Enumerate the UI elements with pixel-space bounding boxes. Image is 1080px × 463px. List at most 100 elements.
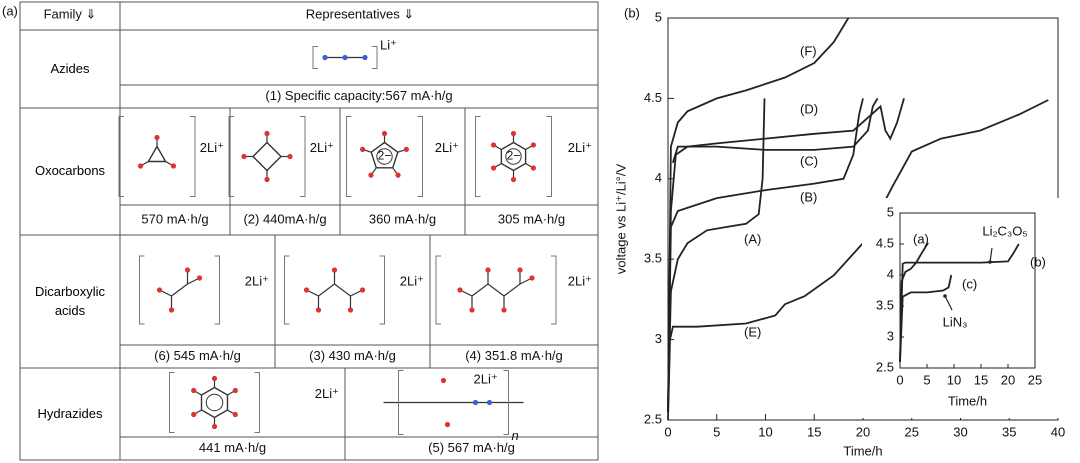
bracket (118, 116, 124, 197)
annotation-arrow (944, 295, 953, 311)
y-tick-label: 4 (887, 266, 894, 281)
counter-ion: 2Li⁺ (474, 371, 498, 386)
counter-ion: 2Li⁺ (400, 273, 424, 288)
atom (137, 163, 144, 169)
bracket (139, 255, 145, 325)
curve-label: (F) (800, 43, 817, 58)
data-line (899, 243, 1020, 362)
bond (318, 283, 335, 297)
bracket (398, 370, 404, 435)
capacity: 441 mA·h/g (199, 440, 266, 455)
bracket (228, 116, 234, 197)
bracket (190, 116, 196, 197)
x-tick-label: 30 (953, 424, 967, 439)
x-tick-label: 20 (1001, 372, 1015, 387)
atom (485, 267, 491, 273)
family-cell: Azides (50, 60, 90, 76)
family-cell-box: Azides (50, 60, 90, 76)
bracket (503, 370, 509, 435)
counter-ion: 2Li⁺ (568, 273, 592, 288)
atom (232, 387, 238, 394)
atom (510, 130, 517, 137)
bond (487, 283, 505, 297)
bracket (254, 372, 260, 433)
atom (444, 421, 451, 428)
x-tick-label: 15 (974, 372, 988, 387)
atom (510, 176, 517, 183)
atom (264, 176, 270, 183)
atom (530, 142, 537, 148)
bracket (475, 116, 481, 197)
bracket (214, 255, 220, 325)
atom (196, 275, 203, 281)
capacity: (3) 430 mA·h/g (309, 348, 396, 363)
y-tick-label: 5 (887, 204, 894, 219)
bond (471, 283, 489, 297)
atom (191, 387, 197, 394)
atom (156, 287, 163, 293)
atom (486, 399, 493, 406)
family-cell: Oxocarbons (34, 163, 106, 179)
bracket (372, 46, 378, 69)
x-tick-label: 15 (807, 424, 821, 439)
atom (322, 54, 328, 61)
curve-label: (c) (962, 276, 977, 291)
atom (191, 411, 197, 418)
data-line (667, 17, 850, 413)
arrow-head (988, 260, 992, 264)
atom (232, 411, 238, 418)
atom (368, 172, 374, 178)
y-tick-label: 2.5 (644, 411, 662, 426)
atom (381, 130, 388, 137)
ring-center (505, 148, 522, 165)
inset-background (862, 198, 1074, 418)
annotation-arrow (989, 247, 993, 263)
atom (170, 163, 177, 169)
data-line (667, 98, 864, 413)
atom (530, 165, 537, 171)
bracket (417, 116, 423, 197)
x-tick-label: 40 (1051, 424, 1065, 439)
y-tick-label: 3 (887, 328, 894, 343)
ring (252, 141, 282, 172)
atom (303, 287, 310, 293)
bond (171, 283, 188, 297)
header-cell: Representatives ⇓ (306, 6, 414, 21)
x-tick-label: 25 (1028, 372, 1042, 387)
y-tick-label: 3.5 (644, 251, 662, 266)
ring-charge: 2− (378, 149, 392, 163)
atom (362, 54, 368, 61)
header-cell: Family ⇓ (44, 6, 97, 21)
counter-ion: 2Li⁺ (315, 386, 339, 401)
x-axis-title: Time/h (843, 443, 882, 458)
table-body: Azides Li⁺ (1) Specific capacity:567 mA·h/… (20, 37, 598, 461)
y-axis-title: voltage vs Li⁺/Li°/V (613, 164, 628, 275)
y-tick-label: 4.5 (644, 90, 662, 105)
bracket (346, 116, 352, 197)
atom (360, 146, 366, 152)
x-tick-label: 5 (713, 424, 720, 439)
atom (490, 142, 497, 148)
atom (529, 275, 535, 281)
capacity: (5) 567 mA·h/g (428, 440, 515, 455)
family-cell-box: Hydrazides (37, 406, 102, 421)
y-tick-label: 5 (655, 9, 662, 24)
y-tick-label: 4 (655, 170, 662, 185)
bracket (300, 116, 306, 197)
repeat-subscript: n (512, 428, 519, 443)
data-line (667, 99, 1049, 421)
atom (168, 307, 175, 313)
x-tick-label: 0 (664, 424, 671, 439)
data-line (667, 98, 905, 413)
capacity: (6) 545 mA·h/g (154, 348, 241, 363)
counter-ion: 2Li⁺ (310, 140, 334, 155)
atom (331, 267, 338, 273)
annotation: LiN₃ (943, 314, 968, 329)
atom (347, 307, 354, 313)
capacity: 305 mA·h/g (498, 211, 565, 226)
y-tick-label: 3.5 (876, 297, 894, 312)
ring-center (205, 393, 224, 412)
annotation: Li₂C₃O₅ (982, 223, 1027, 238)
atom (395, 172, 401, 178)
